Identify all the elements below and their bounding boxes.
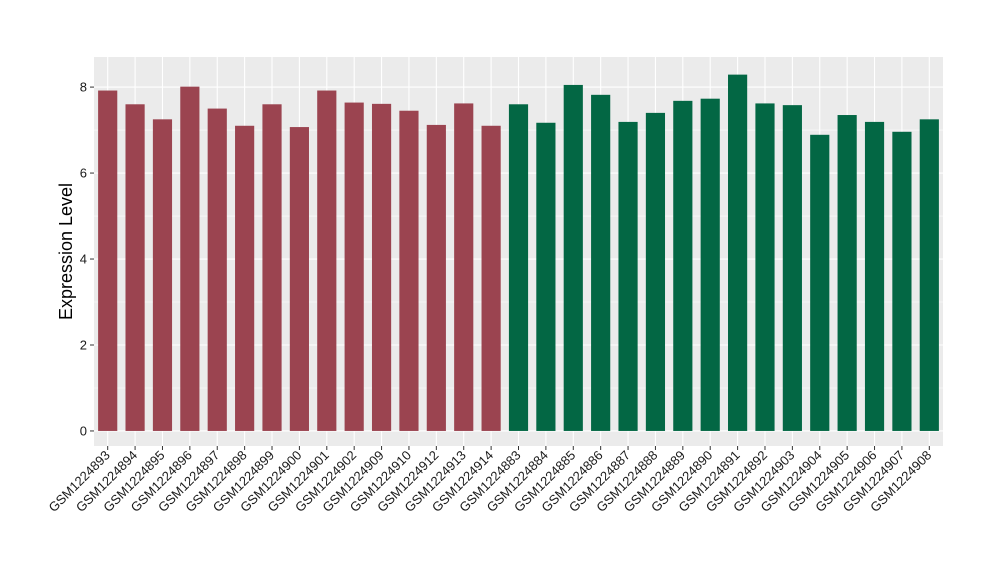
bar (864, 121, 885, 431)
x-axis: GSM1224893GSM1224894GSM1224895GSM1224896… (45, 446, 934, 515)
y-tick-label: 8 (80, 80, 87, 95)
y-tick-label: 4 (80, 252, 87, 267)
bar (180, 86, 200, 431)
y-tick-label: 2 (80, 337, 87, 352)
bar (591, 94, 611, 431)
bar (700, 98, 720, 431)
y-axis: 0 2 4 6 8 (80, 80, 94, 438)
bars (98, 74, 939, 431)
bar (508, 104, 529, 431)
bar (98, 90, 118, 431)
bar (919, 119, 939, 431)
y-tick-label: 0 (80, 423, 87, 438)
bar (892, 131, 912, 431)
bar (536, 122, 556, 431)
bar (262, 104, 282, 431)
bar (755, 103, 775, 431)
bar (399, 110, 419, 431)
bar (837, 115, 857, 431)
bar (810, 134, 830, 431)
bar (207, 108, 227, 431)
bar (289, 127, 309, 431)
bar (481, 125, 501, 431)
bar (618, 121, 638, 431)
bar (152, 119, 173, 431)
y-axis-title: Expression Level (56, 183, 76, 320)
bar (125, 104, 145, 431)
bar (454, 103, 474, 431)
bar (728, 74, 748, 431)
bar (673, 100, 693, 431)
bar (782, 105, 802, 431)
bar (426, 124, 446, 431)
bar (563, 84, 583, 431)
bar (344, 102, 364, 431)
bar (371, 103, 392, 431)
bar (235, 125, 255, 431)
y-tick-label: 6 (80, 166, 87, 181)
bar (317, 90, 337, 431)
bar (645, 112, 666, 431)
